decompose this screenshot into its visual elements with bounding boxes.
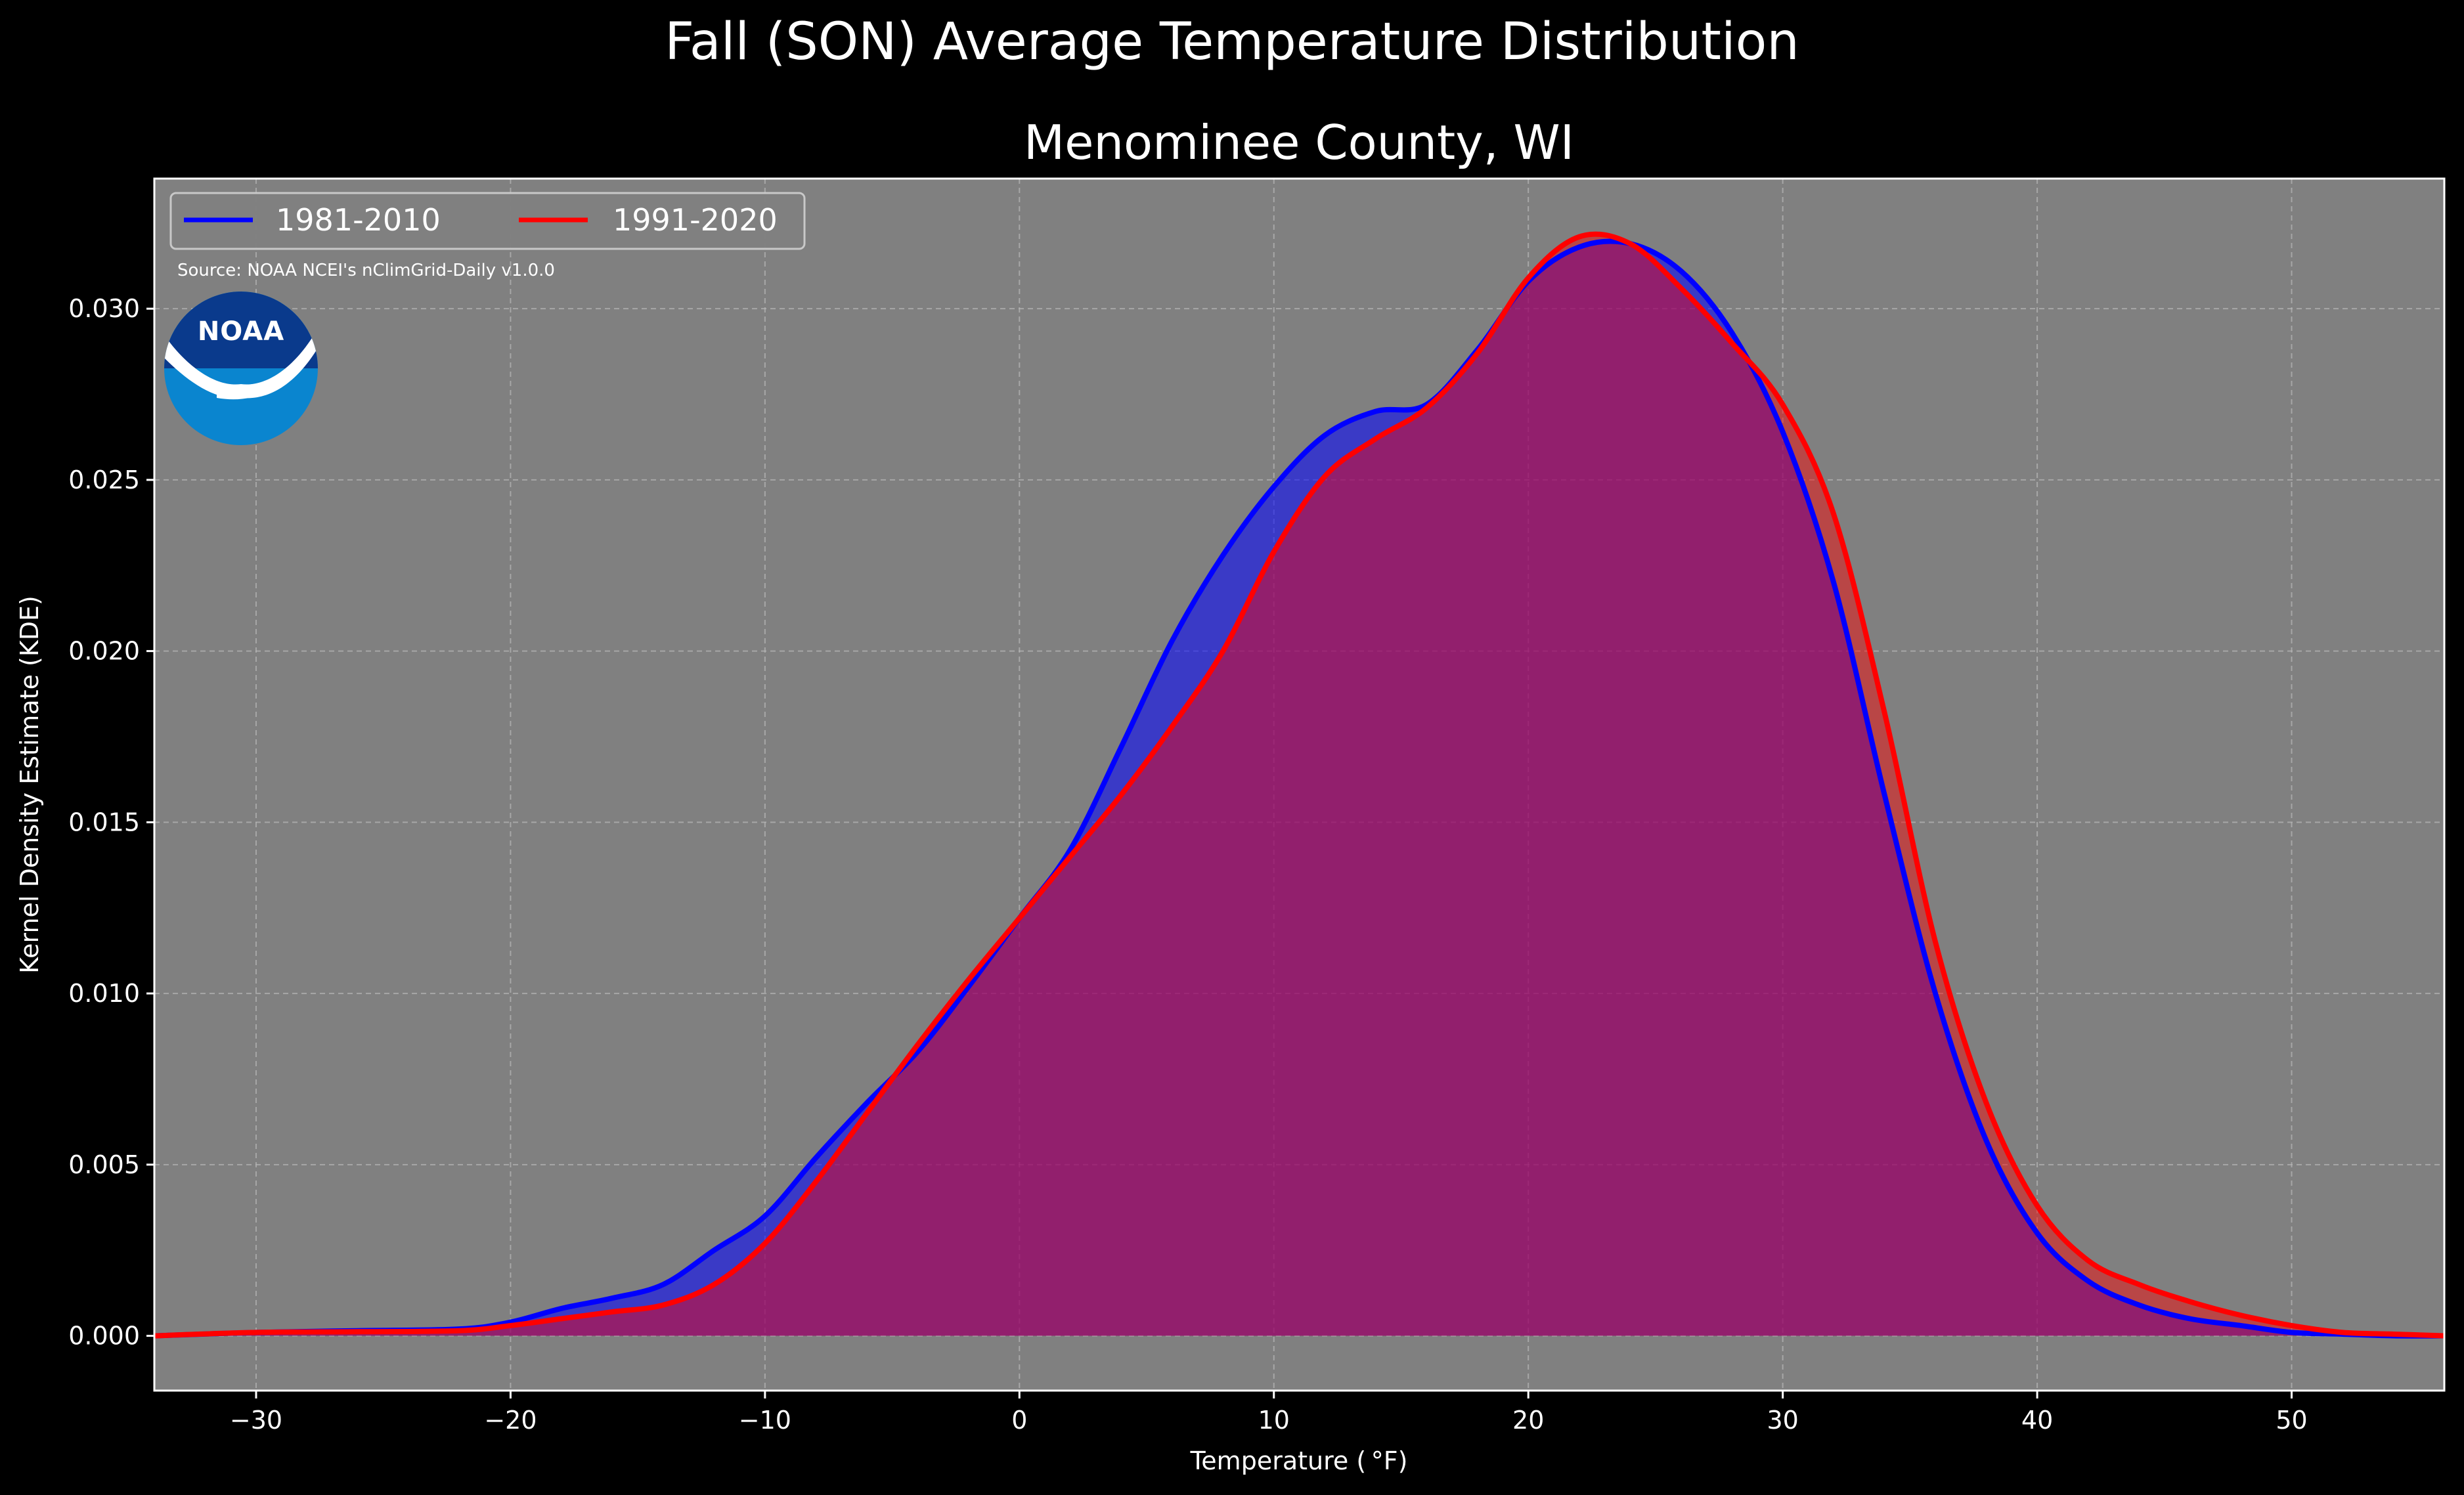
x-tick-label: −20 [484, 1406, 537, 1435]
noaa-logo: NOAA [164, 292, 318, 445]
x-tick-label: 50 [2276, 1406, 2307, 1435]
x-tick-label: 30 [1767, 1406, 1798, 1435]
legend-label-1991-2020: 1991-2020 [613, 202, 778, 238]
chart-title: Menominee County, WI [1024, 115, 1574, 170]
legend-box [169, 192, 806, 250]
x-tick-label: 0 [1011, 1406, 1027, 1435]
y-tick-label: 0.000 [68, 1322, 140, 1351]
series-line-1981-2010 [154, 238, 2445, 1339]
noaa-logo-dark-half [164, 292, 318, 368]
noaa-logo-text: NOAA [198, 316, 284, 347]
x-tick-label: 40 [2021, 1406, 2053, 1435]
noaa-logo-bird-icon [164, 328, 318, 399]
plot-frame [153, 177, 2446, 1392]
y-tick-label: 0.025 [68, 466, 140, 494]
x-tick-label: −10 [739, 1406, 791, 1435]
x-tick-label: 10 [1258, 1406, 1290, 1435]
x-tick-label: −30 [230, 1406, 282, 1435]
y-tick-label: 0.015 [68, 808, 140, 836]
x-tick-label: 20 [1512, 1406, 1544, 1435]
legend-label-1981-2010: 1981-2010 [276, 202, 441, 238]
y-axis-label: Kernel Density Estimate (KDE) [15, 596, 44, 974]
series-area-1991-2020 [154, 234, 2444, 1336]
y-tick-label: 0.010 [68, 979, 140, 1008]
y-tick-label: 0.020 [68, 637, 140, 666]
x-axis-label: Temperature ( °F) [1190, 1446, 1408, 1475]
source-note: Source: NOAA NCEI's nClimGrid-Daily v1.0… [177, 261, 555, 280]
series-layer [154, 231, 2445, 1339]
axis-ticks: −30 −20 −10 0 10 20 30 40 50 0.000 0.005 0.010 0.015… [68, 294, 2308, 1435]
legend: 1981-2010 1991-2020 [169, 192, 806, 250]
series-area-1981-2010 [154, 241, 2444, 1336]
y-tick-label: 0.005 [68, 1150, 140, 1179]
series-line-1991-2020 [154, 231, 2445, 1339]
figure-suptitle: Fall (SON) Average Temperature Distribut… [665, 12, 1799, 72]
noaa-logo-bird-tail [217, 384, 276, 400]
y-tick-label: 0.030 [68, 294, 140, 323]
